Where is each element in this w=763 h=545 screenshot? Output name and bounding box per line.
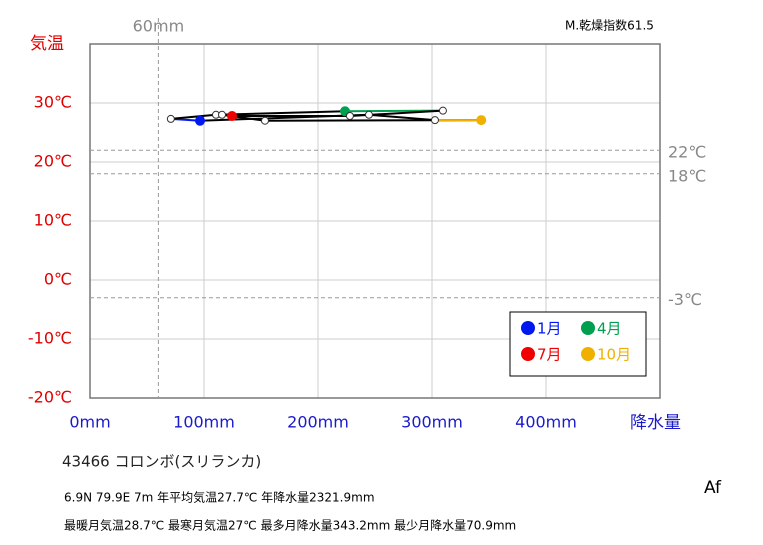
reference-label: 60mm [133, 17, 185, 36]
legend-marker [581, 347, 595, 361]
y-tick-label: -10℃ [28, 329, 72, 348]
station-info: 6.9N 79.9E 7m 年平均気温27.7℃ 年降水量2321.9mm [64, 490, 375, 505]
legend-label: 7月 [537, 346, 562, 364]
x-axis-label: 降水量 [630, 413, 681, 433]
plot-frame [89, 43, 661, 399]
y-tick-label: -20℃ [28, 388, 72, 407]
x-tick-label: 100mm [173, 413, 235, 432]
y-axis-label: 気温 [30, 34, 64, 54]
month-point [218, 110, 227, 119]
x-tick-label: 300mm [401, 413, 463, 432]
station-name: 43466 コロンボ(スリランカ) [62, 453, 261, 471]
climate-class: Af [704, 478, 722, 498]
legend-label: 4月 [597, 320, 622, 338]
y-tick-label: 30℃ [34, 93, 72, 112]
month-point [345, 111, 354, 120]
x-tick-label: 0mm [69, 413, 110, 432]
y-tick-label: 20℃ [34, 152, 72, 171]
legend-label: 1月 [537, 320, 562, 338]
legend-box [509, 311, 647, 377]
month-segment [170, 113, 217, 120]
month-point [476, 115, 487, 126]
month-point [195, 115, 206, 126]
legend-marker [521, 321, 535, 335]
legend-label: 10月 [597, 346, 631, 364]
month-point [260, 116, 269, 125]
month-point [438, 106, 447, 115]
legend-marker [581, 321, 595, 335]
reference-label: 22℃ [668, 143, 706, 162]
x-tick-label: 200mm [287, 413, 349, 432]
x-tick-label: 400mm [515, 413, 577, 432]
corner-note: M.乾燥指数61.5 [565, 18, 654, 33]
month-point [227, 110, 238, 121]
reference-label: -3℃ [668, 290, 702, 309]
month-point [166, 114, 175, 123]
y-tick-label: 0℃ [44, 270, 72, 289]
month-segment [199, 113, 369, 122]
month-segment [215, 110, 346, 116]
month-segment [368, 113, 436, 122]
reference-label: 18℃ [668, 166, 706, 185]
y-tick-label: 10℃ [34, 211, 72, 230]
station-extremes: 最暖月気温28.7℃ 最寒月気温27℃ 最多月降水量343.2mm 最少月降水量… [64, 518, 516, 533]
month-point [364, 110, 373, 119]
month-point [430, 116, 439, 125]
legend-marker [521, 347, 535, 361]
